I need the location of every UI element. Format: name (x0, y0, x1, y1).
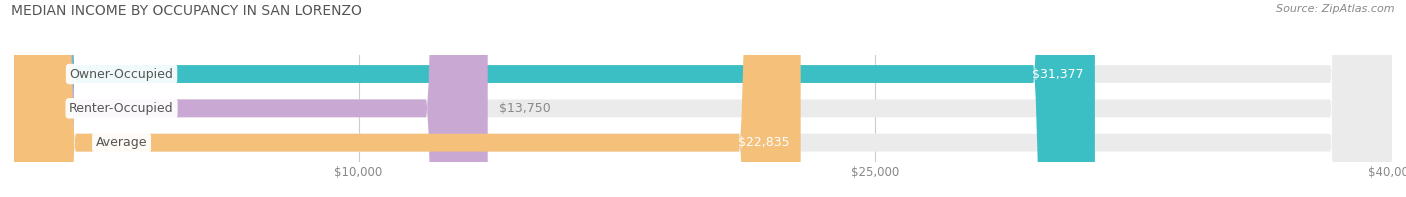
FancyBboxPatch shape (14, 0, 1392, 197)
Text: $13,750: $13,750 (499, 102, 551, 115)
FancyBboxPatch shape (14, 0, 1392, 197)
FancyBboxPatch shape (14, 0, 1392, 197)
FancyBboxPatch shape (14, 0, 1095, 197)
Text: Renter-Occupied: Renter-Occupied (69, 102, 174, 115)
Text: MEDIAN INCOME BY OCCUPANCY IN SAN LORENZO: MEDIAN INCOME BY OCCUPANCY IN SAN LORENZ… (11, 4, 363, 18)
Text: $31,377: $31,377 (1032, 68, 1084, 81)
Text: Source: ZipAtlas.com: Source: ZipAtlas.com (1277, 4, 1395, 14)
FancyBboxPatch shape (14, 0, 488, 197)
Text: Owner-Occupied: Owner-Occupied (70, 68, 173, 81)
Text: Average: Average (96, 136, 148, 149)
Text: $22,835: $22,835 (738, 136, 790, 149)
FancyBboxPatch shape (14, 0, 800, 197)
